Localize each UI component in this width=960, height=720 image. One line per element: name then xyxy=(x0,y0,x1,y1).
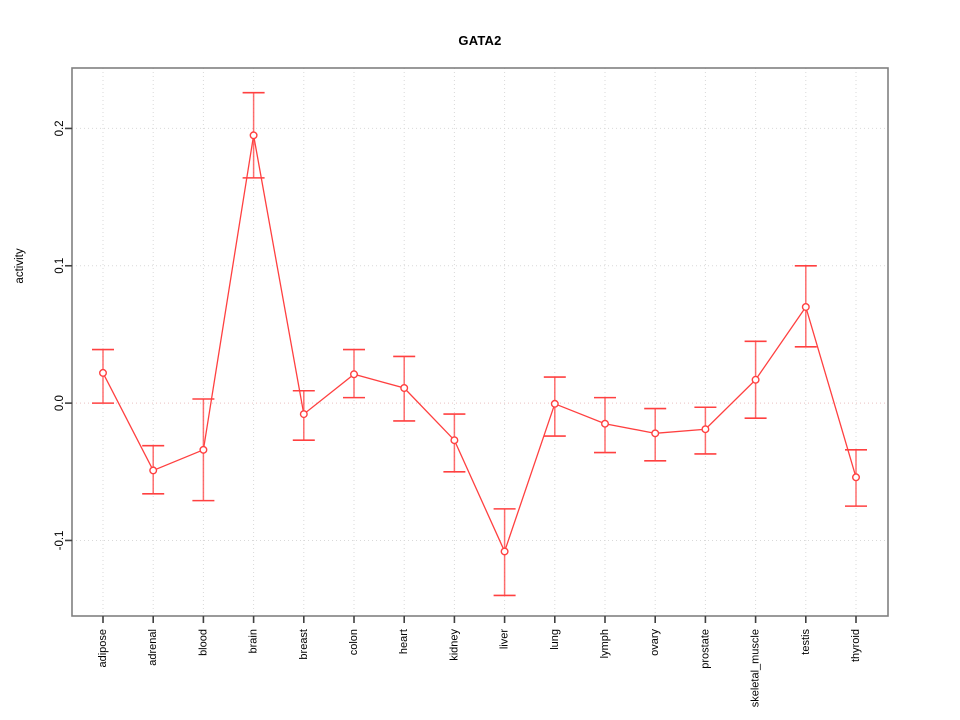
error-bar-group xyxy=(343,348,365,399)
error-bar-group xyxy=(292,389,315,442)
x-axis-tick-label-lymph: lymph xyxy=(599,629,611,658)
data-point-marker xyxy=(450,436,459,445)
data-point-marker xyxy=(400,384,409,393)
x-axis-tick-label-skeletal_muscle: skeletal_muscle xyxy=(750,629,762,707)
error-bar-group xyxy=(794,264,817,348)
error-bar-group xyxy=(493,508,516,597)
data-point-marker xyxy=(149,466,158,475)
error-bar-group xyxy=(142,444,165,495)
data-point-marker xyxy=(350,370,359,379)
error-bar-group xyxy=(845,449,867,507)
series-line xyxy=(102,135,857,554)
error-bar-group xyxy=(393,355,416,422)
y-axis-tick-label: -0.1 xyxy=(54,531,66,551)
x-axis-tick-label-prostate: prostate xyxy=(699,629,711,669)
x-axis-tick-label-ovary: ovary xyxy=(649,629,661,656)
x-axis-tick-label-colon: colon xyxy=(348,629,360,655)
x-axis-tick-label-liver: liver xyxy=(499,629,511,650)
data-point-marker xyxy=(701,425,710,434)
x-axis-tick-label-testis: testis xyxy=(800,629,812,655)
error-bar-group xyxy=(443,413,466,473)
x-axis-tick-label-adrenal: adrenal xyxy=(147,629,159,666)
page-title: GATA2 xyxy=(458,33,502,48)
y-axis-tick-label: 0.1 xyxy=(54,258,66,274)
data-point-marker xyxy=(299,410,308,419)
error-bar-group xyxy=(92,348,114,404)
data-point-marker xyxy=(249,131,258,140)
plot-frame xyxy=(71,67,889,617)
error-bar-group xyxy=(644,407,667,462)
x-axis-tick-label-lung: lung xyxy=(549,629,561,650)
x-axis-tick-label-breast: breast xyxy=(298,629,310,660)
error-bar-group xyxy=(192,398,215,502)
error-bar-group xyxy=(594,396,616,454)
x-axis-tick-label-thyroid: thyroid xyxy=(850,629,862,662)
x-axis-tick-label-kidney: kidney xyxy=(448,629,460,661)
x-axis-tick-label-brain: brain xyxy=(248,629,260,653)
data-point-marker xyxy=(651,429,660,438)
data-point-marker xyxy=(601,419,610,428)
data-point-marker xyxy=(98,368,107,377)
data-point-marker xyxy=(801,302,810,311)
data-point-marker xyxy=(751,375,760,384)
x-axis-tick-label-heart: heart xyxy=(398,629,410,654)
data-point-marker xyxy=(199,445,208,454)
data-point-marker xyxy=(550,399,559,408)
error-bar-group xyxy=(744,340,767,420)
y-axis-tick-label: 0.2 xyxy=(54,120,66,136)
error-bar-group xyxy=(694,406,717,455)
x-axis-tick-label-adipose: adipose xyxy=(97,629,109,668)
x-axis-tick-label-blood: blood xyxy=(197,629,209,656)
error-bar-group xyxy=(543,376,566,437)
y-axis-tick-label: 0.0 xyxy=(54,395,66,411)
data-point-marker xyxy=(852,473,861,482)
error-bar-group xyxy=(242,91,265,179)
data-point-marker xyxy=(500,547,509,556)
